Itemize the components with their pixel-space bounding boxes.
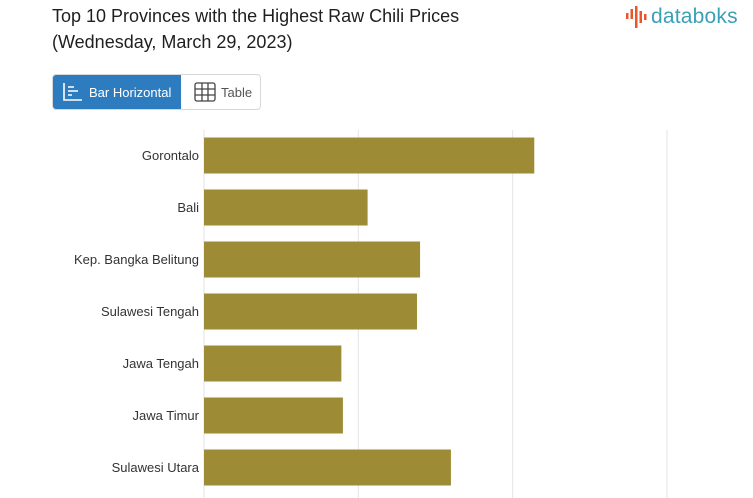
- chart-title: Top 10 Provinces with the Highest Raw Ch…: [52, 3, 592, 55]
- bar[interactable]: [204, 345, 342, 382]
- chart-title-line2: (Wednesday, March 29, 2023): [52, 32, 293, 52]
- category-label: Sulawesi Tengah: [101, 304, 199, 319]
- databoks-logo[interactable]: databoks: [624, 4, 738, 30]
- bar[interactable]: [204, 137, 535, 174]
- table-label: Table: [221, 84, 253, 100]
- category-label: Jawa Tengah: [123, 356, 199, 371]
- logo-text: databoks: [651, 5, 738, 28]
- chart-title-line1: Top 10 Provinces with the Highest Raw Ch…: [52, 6, 460, 26]
- bar-horizontal-button[interactable]: Bar Horizontal: [53, 75, 181, 109]
- bar[interactable]: [204, 293, 417, 330]
- category-label: Sulawesi Utara: [112, 460, 200, 475]
- databoks-logo-icon: [626, 6, 647, 28]
- category-label: Jawa Timur: [133, 408, 200, 423]
- bar[interactable]: [204, 449, 451, 486]
- bar[interactable]: [204, 189, 368, 226]
- bar-chart-icon: [63, 83, 82, 101]
- category-label: Bali: [177, 200, 199, 215]
- bar-horizontal-label: Bar Horizontal: [89, 84, 172, 100]
- table-icon: [194, 82, 216, 102]
- view-toggle: Bar Horizontal Table: [52, 74, 261, 110]
- bar[interactable]: [204, 397, 343, 434]
- category-label: Kep. Bangka Belitung: [74, 252, 199, 267]
- table-button[interactable]: Table: [181, 75, 252, 109]
- bar[interactable]: [204, 241, 421, 278]
- category-label: Gorontalo: [142, 148, 199, 163]
